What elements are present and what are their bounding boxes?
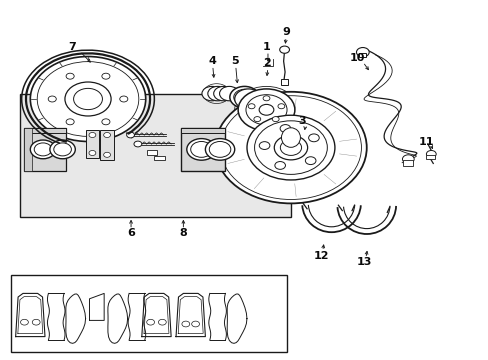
Bar <box>20 94 290 217</box>
Circle shape <box>66 119 74 125</box>
Text: 12: 12 <box>313 251 329 261</box>
Circle shape <box>280 125 290 132</box>
Circle shape <box>234 89 262 109</box>
Circle shape <box>73 88 102 109</box>
Text: 4: 4 <box>208 56 216 66</box>
Circle shape <box>279 46 289 53</box>
Circle shape <box>120 96 127 102</box>
Text: 8: 8 <box>179 228 187 238</box>
Bar <box>154 156 164 160</box>
Circle shape <box>37 62 139 136</box>
Circle shape <box>272 117 279 122</box>
Circle shape <box>102 73 110 79</box>
Circle shape <box>426 150 435 158</box>
Circle shape <box>186 139 216 160</box>
Circle shape <box>190 141 212 157</box>
Circle shape <box>66 73 74 79</box>
Circle shape <box>89 132 96 138</box>
Circle shape <box>209 141 230 157</box>
Text: 5: 5 <box>230 56 238 66</box>
Bar <box>359 53 366 57</box>
Text: 6: 6 <box>127 228 135 238</box>
Circle shape <box>146 319 154 325</box>
Circle shape <box>134 141 142 147</box>
Circle shape <box>158 319 166 325</box>
Circle shape <box>34 143 52 156</box>
Bar <box>181 128 224 171</box>
Circle shape <box>253 117 260 122</box>
Bar <box>24 128 66 171</box>
Circle shape <box>280 140 301 156</box>
Circle shape <box>205 139 234 160</box>
Circle shape <box>274 162 285 169</box>
Text: 1: 1 <box>262 42 270 52</box>
Circle shape <box>126 132 134 138</box>
Circle shape <box>182 321 189 327</box>
Text: 3: 3 <box>298 116 305 126</box>
Bar <box>403 160 412 166</box>
Circle shape <box>54 143 71 156</box>
Text: 10: 10 <box>348 53 364 63</box>
Circle shape <box>48 96 56 102</box>
Bar <box>426 155 434 159</box>
Circle shape <box>20 319 28 325</box>
Circle shape <box>259 141 269 149</box>
Circle shape <box>356 48 368 57</box>
Circle shape <box>234 86 298 133</box>
Circle shape <box>229 86 259 108</box>
Circle shape <box>254 121 326 174</box>
Circle shape <box>103 132 110 138</box>
Circle shape <box>30 57 145 141</box>
Circle shape <box>89 150 96 156</box>
Circle shape <box>308 134 319 142</box>
Text: 13: 13 <box>356 257 371 267</box>
Circle shape <box>277 104 284 109</box>
Circle shape <box>259 104 273 115</box>
Bar <box>24 128 66 133</box>
Bar <box>181 128 224 133</box>
Bar <box>281 79 287 85</box>
Circle shape <box>191 321 199 327</box>
Circle shape <box>65 82 111 116</box>
Circle shape <box>305 157 315 165</box>
Circle shape <box>238 89 294 131</box>
Bar <box>11 275 286 352</box>
Circle shape <box>213 86 233 101</box>
Bar <box>100 130 114 160</box>
Circle shape <box>274 135 307 160</box>
Circle shape <box>233 89 255 105</box>
Circle shape <box>103 152 110 157</box>
Circle shape <box>220 96 361 199</box>
Circle shape <box>402 155 413 163</box>
Circle shape <box>202 86 221 101</box>
Bar <box>146 150 157 155</box>
Circle shape <box>30 140 56 159</box>
Circle shape <box>245 95 286 125</box>
Circle shape <box>50 140 75 159</box>
Text: 7: 7 <box>68 42 76 52</box>
Circle shape <box>207 86 227 101</box>
Text: 2: 2 <box>262 58 270 68</box>
Circle shape <box>263 96 269 101</box>
Circle shape <box>102 119 110 125</box>
Circle shape <box>261 132 269 138</box>
Text: 11: 11 <box>418 137 433 147</box>
Bar <box>24 128 32 171</box>
Circle shape <box>32 319 40 325</box>
Bar <box>85 130 99 158</box>
Circle shape <box>215 92 366 203</box>
Circle shape <box>246 115 334 180</box>
Ellipse shape <box>281 128 300 147</box>
Text: 9: 9 <box>282 27 289 37</box>
Circle shape <box>248 104 255 109</box>
Circle shape <box>219 86 239 101</box>
